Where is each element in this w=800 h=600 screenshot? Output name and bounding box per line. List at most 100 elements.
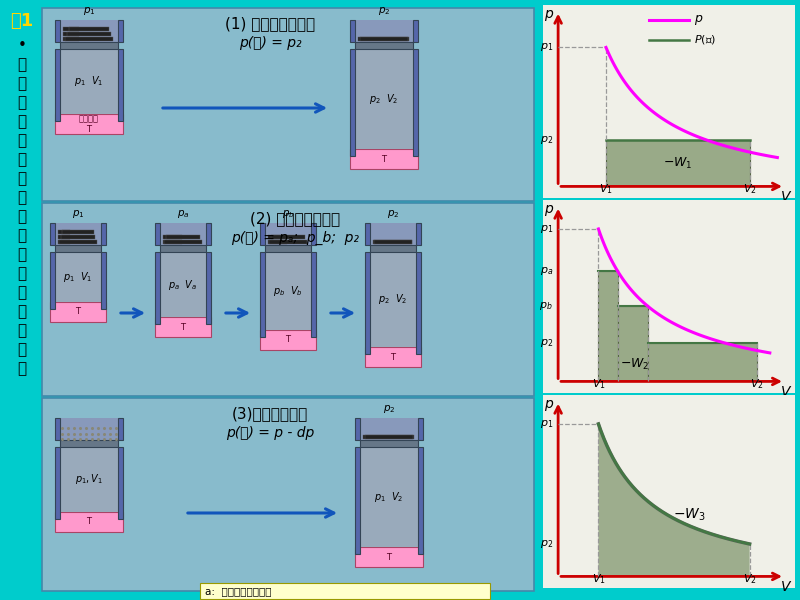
Text: $p_1$  $V_1$: $p_1$ $V_1$ bbox=[63, 270, 93, 284]
Bar bbox=[60, 447, 118, 512]
Text: (3)无限多步膨胀: (3)无限多步膨胀 bbox=[232, 406, 308, 421]
Bar bbox=[63, 27, 79, 31]
Bar bbox=[160, 245, 206, 252]
Bar bbox=[365, 223, 370, 245]
Text: 过: 过 bbox=[18, 171, 26, 186]
Bar bbox=[63, 32, 79, 36]
Text: $p_b$  $V_b$: $p_b$ $V_b$ bbox=[273, 284, 303, 298]
Text: $V_1$: $V_1$ bbox=[599, 182, 613, 196]
Text: 的: 的 bbox=[18, 209, 26, 224]
Bar bbox=[418, 418, 423, 440]
Bar bbox=[370, 223, 416, 245]
Bar bbox=[355, 547, 423, 567]
Bar bbox=[260, 223, 265, 245]
Bar bbox=[413, 20, 418, 42]
Bar bbox=[42, 203, 534, 396]
Text: $p_1$: $p_1$ bbox=[540, 418, 553, 430]
Bar bbox=[60, 42, 118, 49]
Bar bbox=[50, 223, 55, 245]
Text: T: T bbox=[382, 154, 386, 163]
Text: 膨: 膨 bbox=[18, 133, 26, 148]
Text: $p$: $p$ bbox=[694, 13, 703, 28]
Bar bbox=[69, 27, 109, 31]
Text: T: T bbox=[75, 307, 81, 317]
Bar bbox=[50, 252, 55, 309]
Bar bbox=[365, 252, 370, 354]
Text: 体: 体 bbox=[18, 323, 26, 338]
Bar bbox=[55, 49, 60, 121]
Text: $V_2$: $V_2$ bbox=[742, 572, 757, 586]
Bar bbox=[60, 49, 118, 114]
Text: T: T bbox=[86, 517, 91, 527]
Text: $-W_2$: $-W_2$ bbox=[620, 356, 650, 371]
Bar bbox=[101, 252, 106, 309]
Text: 径: 径 bbox=[18, 285, 26, 300]
Bar bbox=[269, 240, 307, 244]
Bar bbox=[350, 49, 355, 156]
Text: $p_1$: $p_1$ bbox=[72, 208, 84, 220]
Bar bbox=[418, 447, 423, 554]
Bar bbox=[166, 235, 200, 239]
Bar bbox=[350, 20, 355, 42]
Text: $p_2$: $p_2$ bbox=[540, 538, 553, 550]
Text: T: T bbox=[386, 553, 391, 562]
Bar bbox=[365, 347, 421, 367]
Text: p(环) = pₐ;  p_b;  p₂: p(环) = pₐ; p_b; p₂ bbox=[231, 231, 359, 245]
Text: 胀: 胀 bbox=[18, 152, 26, 167]
Bar bbox=[374, 240, 412, 244]
Bar bbox=[413, 49, 418, 156]
Text: p(环) = p - dp: p(环) = p - dp bbox=[226, 426, 314, 440]
Bar bbox=[55, 223, 101, 245]
Text: 同: 同 bbox=[18, 247, 26, 262]
Bar bbox=[606, 140, 750, 187]
Text: V: V bbox=[781, 190, 790, 204]
Text: 不: 不 bbox=[18, 228, 26, 243]
Bar bbox=[60, 20, 118, 42]
Bar bbox=[618, 306, 648, 382]
Text: p: p bbox=[544, 202, 553, 216]
Text: 途: 途 bbox=[18, 266, 26, 281]
Bar bbox=[155, 223, 160, 245]
Text: T: T bbox=[286, 335, 290, 344]
Bar bbox=[268, 235, 287, 239]
Bar bbox=[118, 20, 123, 42]
Bar bbox=[55, 20, 60, 42]
Bar bbox=[355, 20, 413, 42]
Text: T: T bbox=[390, 352, 395, 361]
Text: T: T bbox=[181, 323, 186, 331]
Bar bbox=[268, 240, 287, 244]
Bar bbox=[160, 223, 206, 245]
Text: 恒温热源
T: 恒温热源 T bbox=[79, 114, 99, 134]
Bar bbox=[55, 418, 60, 440]
Text: $p_2$: $p_2$ bbox=[540, 134, 553, 146]
Text: $p_a$: $p_a$ bbox=[540, 265, 553, 277]
Bar bbox=[155, 317, 211, 337]
Text: $p_1, V_1$: $p_1, V_1$ bbox=[75, 473, 103, 487]
Text: $p_2$  $V_2$: $p_2$ $V_2$ bbox=[370, 92, 398, 106]
Bar bbox=[65, 37, 114, 41]
Bar bbox=[61, 235, 95, 239]
Text: $p_1$  $V_2$: $p_1$ $V_2$ bbox=[374, 490, 404, 504]
Bar bbox=[55, 447, 60, 519]
Text: $p_1$: $p_1$ bbox=[82, 5, 95, 17]
Bar bbox=[118, 418, 123, 440]
Bar bbox=[67, 32, 111, 36]
Text: $p_2$: $p_2$ bbox=[386, 208, 399, 220]
Bar bbox=[265, 223, 311, 245]
Text: (2) 三步恒外压膨胀: (2) 三步恒外压膨胀 bbox=[250, 211, 340, 226]
Bar bbox=[206, 223, 211, 245]
Text: V: V bbox=[781, 385, 790, 399]
Bar bbox=[260, 330, 316, 350]
Bar bbox=[101, 223, 106, 245]
Text: 积: 积 bbox=[18, 342, 26, 357]
Bar bbox=[265, 245, 311, 252]
Bar bbox=[370, 245, 416, 252]
Bar bbox=[260, 252, 265, 337]
Bar bbox=[206, 252, 211, 324]
Bar bbox=[360, 418, 418, 440]
Bar bbox=[648, 343, 757, 382]
Text: p: p bbox=[544, 7, 553, 21]
Bar bbox=[118, 49, 123, 121]
Bar bbox=[200, 583, 490, 599]
Text: p: p bbox=[544, 397, 553, 411]
